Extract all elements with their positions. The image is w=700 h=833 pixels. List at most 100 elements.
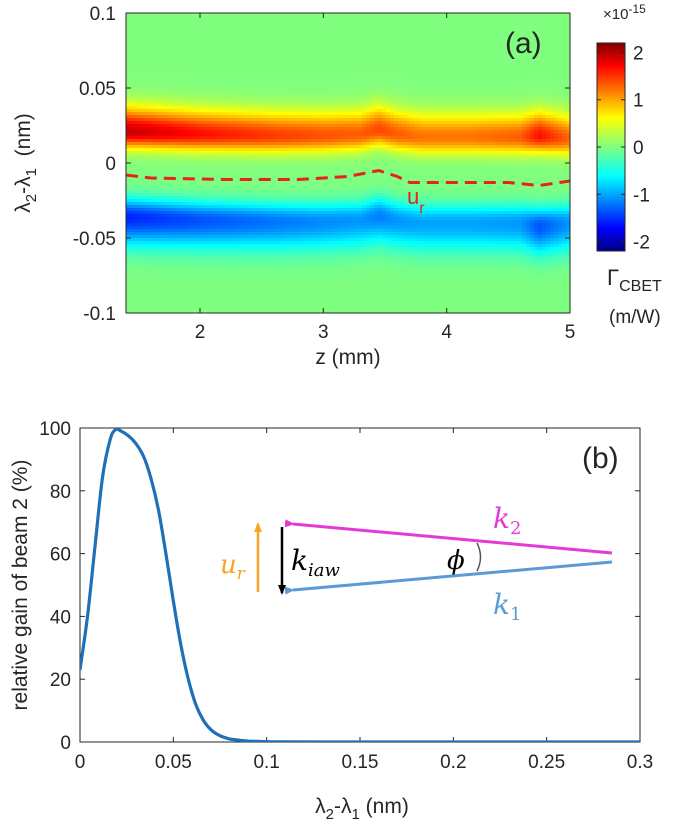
heatmap-cell xyxy=(158,139,163,143)
heatmap-cell xyxy=(186,82,191,86)
heatmap-cell xyxy=(226,40,231,44)
heatmap-cell xyxy=(130,127,135,131)
heatmap-cell xyxy=(178,274,183,278)
heatmap-cell xyxy=(162,91,167,95)
heatmap-cell xyxy=(146,73,151,77)
heatmap-cell xyxy=(126,25,131,29)
heatmap-cell xyxy=(238,259,243,263)
heatmap-cell xyxy=(234,175,239,179)
heatmap-cell xyxy=(146,133,151,137)
heatmap-cell xyxy=(218,85,223,89)
heatmap-cell xyxy=(162,274,167,278)
heatmap-cell xyxy=(186,115,191,119)
heatmap-cell xyxy=(150,55,155,59)
heatmap-cell xyxy=(198,256,203,260)
heatmap-cell xyxy=(170,307,175,311)
heatmap-cell xyxy=(158,100,163,104)
heatmap-cell xyxy=(170,136,175,140)
heatmap-cell xyxy=(162,106,167,110)
heatmap-cell xyxy=(194,208,199,212)
heatmap-cell xyxy=(166,310,171,313)
heatmap-cell xyxy=(126,16,131,20)
heatmap-cell xyxy=(170,229,175,233)
heatmap-cell xyxy=(134,100,139,104)
heatmap-cell xyxy=(142,217,147,221)
heatmap-cell xyxy=(246,97,251,101)
heatmap-cell xyxy=(206,142,211,146)
heatmap-cell xyxy=(138,244,143,248)
heatmap-cell xyxy=(174,67,179,71)
heatmap-cell xyxy=(218,58,223,62)
heatmap-cell xyxy=(198,190,203,194)
heatmap-cell xyxy=(158,49,163,53)
heatmap-cell xyxy=(166,202,171,206)
heatmap-cell xyxy=(166,295,171,299)
heatmap-cell xyxy=(242,91,247,95)
heatmap-cell xyxy=(198,79,203,83)
heatmap-cell xyxy=(130,157,135,161)
heatmap-cell xyxy=(182,31,187,35)
heatmap-cell xyxy=(194,43,199,47)
heatmap-cell xyxy=(142,229,147,233)
heatmap-cell xyxy=(162,145,167,149)
heatmap-cell xyxy=(226,238,231,242)
heatmap-cell xyxy=(158,298,163,302)
heatmap-cell xyxy=(194,58,199,62)
heatmap-cell xyxy=(246,292,251,296)
heatmap-cell xyxy=(202,193,207,197)
heatmap-cell xyxy=(242,184,247,188)
heatmap-cell xyxy=(202,145,207,149)
heatmap-cell xyxy=(198,124,203,128)
heatmap-cell xyxy=(138,238,143,242)
heatmap-cell xyxy=(222,172,227,176)
heatmap-cell xyxy=(170,79,175,83)
heatmap-cell xyxy=(154,301,159,305)
heatmap-cell xyxy=(166,211,171,215)
heatmap-cell xyxy=(130,280,135,284)
heatmap-cell xyxy=(146,232,151,236)
heatmap-cell xyxy=(246,64,251,68)
heatmap-cell xyxy=(246,256,251,260)
heatmap-cell xyxy=(150,139,155,143)
heatmap-cell xyxy=(186,79,191,83)
heatmap-cell xyxy=(134,145,139,149)
heatmap-cell xyxy=(202,151,207,155)
heatmap-cell xyxy=(194,82,199,86)
heatmap-cell xyxy=(198,253,203,257)
heatmap-cell xyxy=(238,274,243,278)
heatmap-cell xyxy=(214,172,219,176)
heatmap-cell xyxy=(146,148,151,152)
heatmap-cell xyxy=(162,199,167,203)
heatmap-cell xyxy=(166,13,171,17)
heatmap-cell xyxy=(226,280,231,284)
heatmap-cell xyxy=(190,265,195,269)
heatmap-cell xyxy=(178,76,183,80)
heatmap-cell xyxy=(186,310,191,313)
heatmap-cell xyxy=(146,85,151,89)
heatmap-cell xyxy=(214,253,219,257)
heatmap-cell xyxy=(222,100,227,104)
heatmap-cell xyxy=(238,52,243,56)
heatmap-cell xyxy=(174,70,179,74)
heatmap-cell xyxy=(222,277,227,281)
heatmap-cell xyxy=(146,124,151,128)
heatmap-cell xyxy=(126,67,131,71)
heatmap-cell xyxy=(190,268,195,272)
heatmap-cell xyxy=(162,61,167,65)
heatmap-cell xyxy=(142,298,147,302)
heatmap-cell xyxy=(178,151,183,155)
heatmap-cell xyxy=(206,34,211,38)
heatmap-cell xyxy=(178,196,183,200)
heatmap-cell xyxy=(174,91,179,95)
heatmap-cell xyxy=(154,283,159,287)
heatmap-cell xyxy=(254,136,259,140)
heatmap-cell xyxy=(190,127,195,131)
heatmap-cell xyxy=(218,190,223,194)
heatmap-cell xyxy=(250,190,255,194)
heatmap-cell xyxy=(158,136,163,140)
heatmap-cell xyxy=(166,22,171,26)
heatmap-cell xyxy=(178,232,183,236)
heatmap-cell xyxy=(126,136,131,140)
heatmap-cell xyxy=(166,229,171,233)
heatmap-cell xyxy=(242,25,247,29)
